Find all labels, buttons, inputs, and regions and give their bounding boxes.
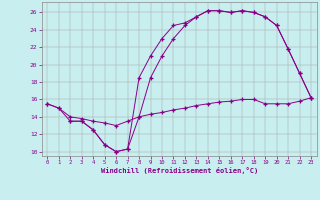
X-axis label: Windchill (Refroidissement éolien,°C): Windchill (Refroidissement éolien,°C) <box>100 167 258 174</box>
